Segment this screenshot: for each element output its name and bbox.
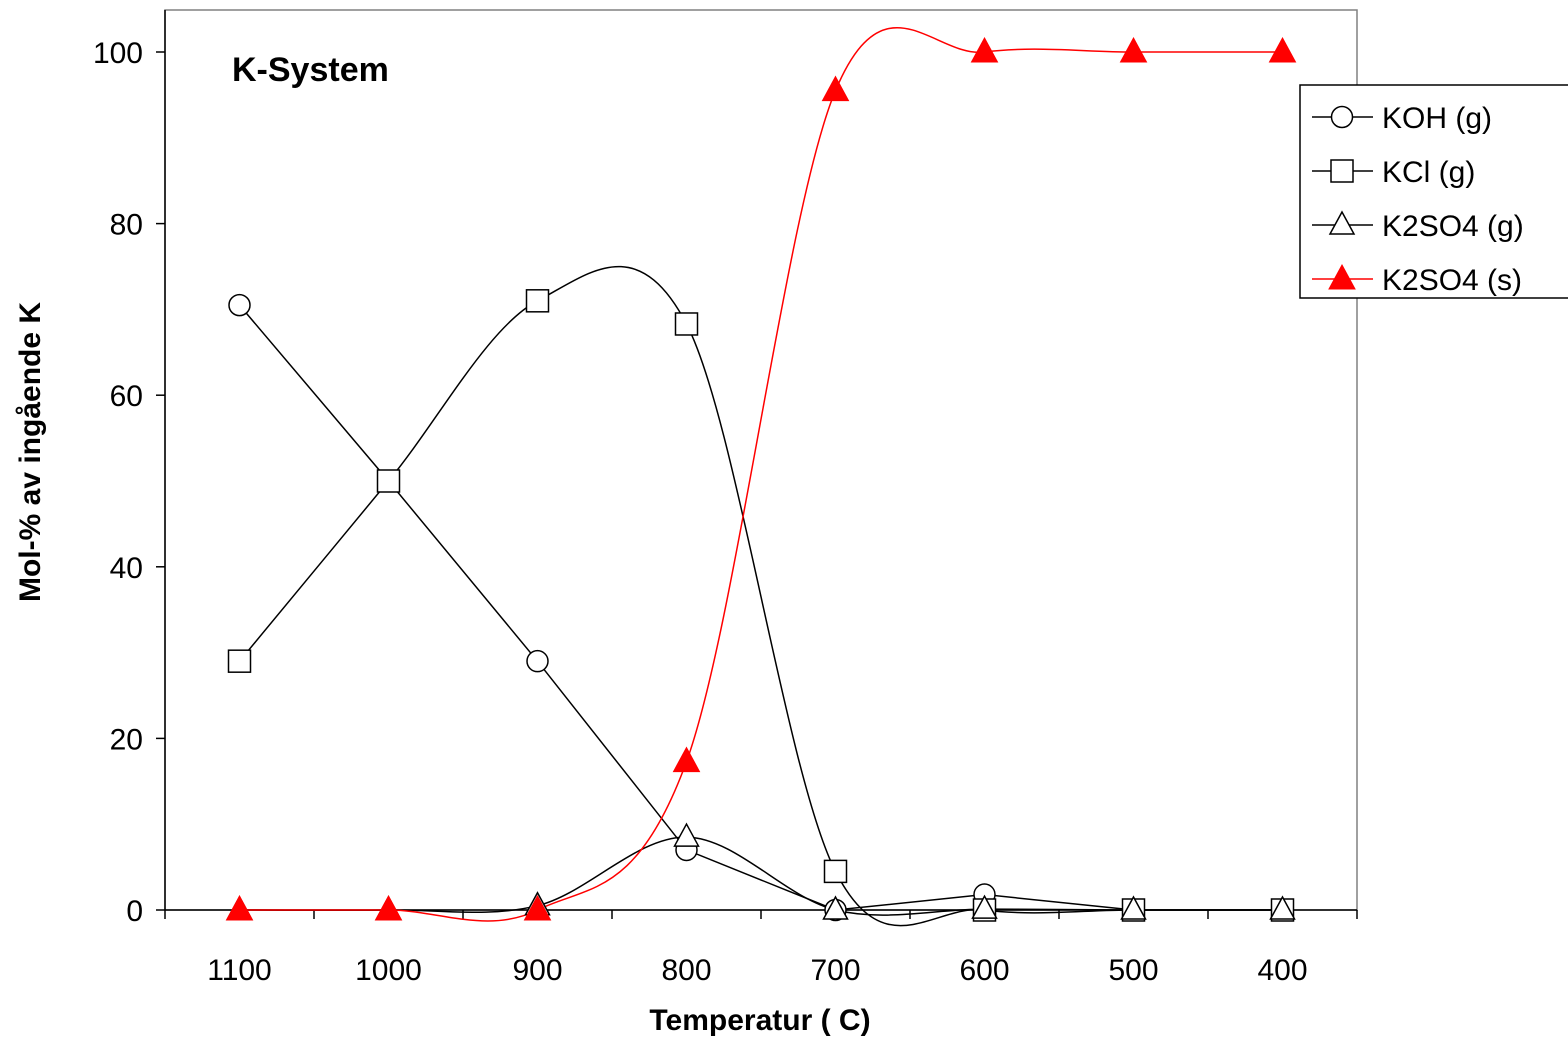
y-tick-label: 100	[93, 37, 143, 70]
y-tick-label: 60	[110, 380, 143, 413]
data-point-k2so4-s	[225, 894, 254, 921]
legend-label-koh-g: KOH (g)	[1382, 102, 1492, 135]
data-point-k2so4-g	[971, 894, 998, 919]
data-point-k2so4-s	[523, 894, 552, 921]
legend-marker-koh-g	[1330, 105, 1354, 129]
data-point-k2so4-s	[970, 36, 999, 63]
data-point-k2so4-s	[1119, 36, 1148, 63]
y-tick-label: 80	[110, 209, 143, 242]
x-axis-title: Temperatur ( C)	[649, 1004, 870, 1037]
plot-area	[164, 9, 1358, 911]
x-tick-label: 700	[810, 954, 860, 987]
legend-label-k2so4-s: K2SO4 (s)	[1382, 264, 1522, 297]
data-point-k2so4-g	[822, 895, 849, 920]
x-tick-label: 1100	[207, 954, 272, 987]
series-line-koh-g	[238, 304, 1283, 911]
series-line-k2so4-g	[239, 836, 1283, 916]
data-point-k2so4-s	[1268, 36, 1297, 63]
series-line-k2so4-s	[239, 26, 1283, 922]
legend-marker-k2so4-s	[1328, 263, 1356, 290]
data-point-kcl-g	[823, 859, 848, 884]
data-point-k2so4-s	[821, 75, 850, 102]
legend-marker-kcl-g	[1330, 159, 1354, 183]
data-point-kcl-g	[376, 469, 401, 493]
data-point-kcl-g	[525, 289, 550, 313]
data-point-koh-g	[526, 649, 549, 673]
data-point-k2so4-g	[1269, 895, 1296, 920]
y-tick-label: 20	[110, 723, 143, 756]
legend-label-k2so4-g: K2SO4 (g)	[1382, 210, 1524, 243]
legend: KOH (g) KCl (g) K2SO4 (g) K2SO4 (s)	[1299, 84, 1568, 299]
data-point-koh-g	[228, 293, 251, 317]
series-line-kcl-g	[238, 265, 1283, 927]
legend-label-kcl-g: KCl (g)	[1382, 156, 1475, 189]
data-point-k2so4-g	[673, 822, 700, 847]
x-tick-label: 900	[512, 954, 562, 987]
data-point-kcl-g	[227, 649, 252, 673]
x-tick-label: 500	[1108, 954, 1158, 987]
data-point-k2so4-g	[1120, 895, 1147, 920]
chart-title: K-System	[232, 51, 389, 89]
axes: 0 20 40 60 80 100 1100 1000 900 800 700 600 500 400	[93, 10, 1358, 987]
data-point-k2so4-s	[374, 894, 403, 921]
legend-marker-k2so4-g	[1328, 210, 1356, 235]
data-point-k2so4-s	[672, 746, 701, 773]
y-tick-label: 0	[126, 895, 143, 928]
x-tick-label: 400	[1257, 954, 1307, 987]
marker-layer	[225, 36, 1297, 922]
data-point-kcl-g	[674, 312, 699, 336]
x-tick-label: 600	[959, 954, 1009, 987]
y-tick-label: 40	[110, 552, 143, 585]
series-layer	[238, 26, 1283, 927]
x-tick-label: 800	[661, 954, 711, 987]
y-axis-title: Mol-% av ingående K	[14, 302, 47, 602]
x-tick-label: 1000	[355, 954, 422, 987]
